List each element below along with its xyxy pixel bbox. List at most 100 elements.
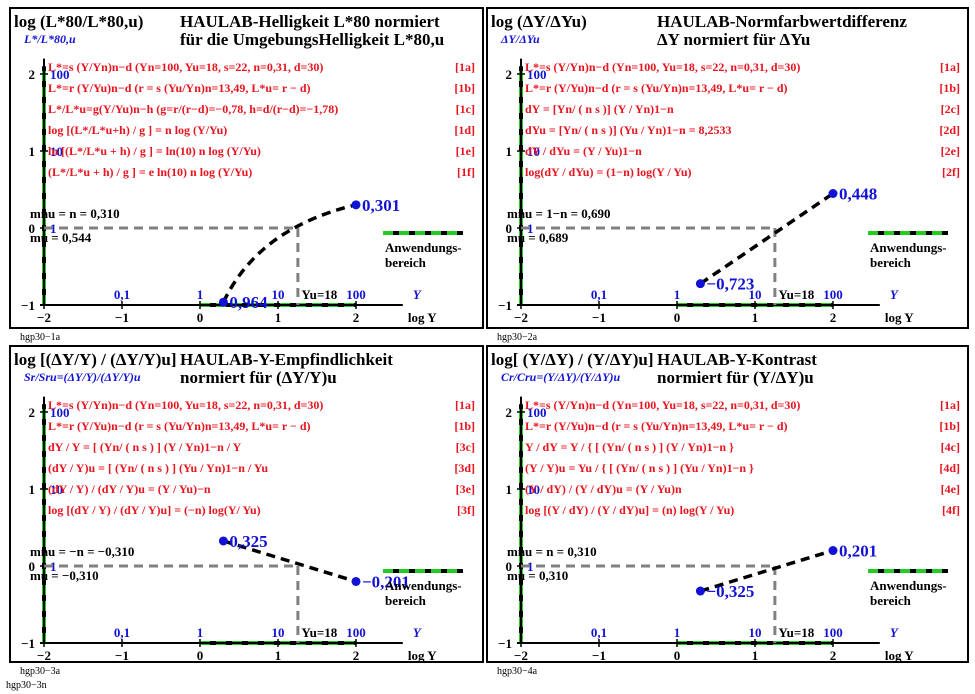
y-axis-subtitle: ΔY/ΔYu	[500, 32, 540, 46]
curve-start-label: −0,325	[706, 582, 754, 601]
figure-code: hgp30−3n	[6, 680, 47, 691]
x-lin-tick-label: 10	[749, 287, 762, 302]
slope-mnu: mnu = n = 0,310	[30, 206, 120, 221]
curve-start-label: 0,325	[229, 532, 267, 551]
range-label-2: bereich	[870, 593, 912, 608]
y-axis-subtitle: L*/L*80,u	[23, 32, 76, 46]
slope-mnu: mnu = −n = −0,310	[30, 544, 134, 559]
x-tick-label: 2	[830, 648, 837, 663]
formula-tag-4: [4d]	[939, 461, 960, 475]
panel-title-2: ΔY normiert für ΔYu	[657, 30, 810, 49]
formula-6: log(dY / dYu) = (1−n) log(Y / Yu)	[525, 165, 691, 179]
slope-mu: mu = 0,689	[507, 230, 569, 245]
x-lin-axis-label: Y	[890, 287, 899, 302]
formula-1: L*=s (Y/Yn)n−d (Yn=100, Yu=18, s=22, n=0…	[48, 398, 323, 412]
formula-tag-2: [1b]	[454, 81, 475, 95]
x-lin-tick-label: 100	[823, 287, 843, 302]
x-tick-label: 1	[752, 648, 759, 663]
slope-mu: mu = −0,310	[30, 568, 99, 583]
x-lin-tick-label: 1	[197, 625, 204, 640]
x-tick-label: 0	[197, 310, 204, 325]
curve-end-point	[351, 576, 361, 586]
formula-4: (Y / Y)u = Yu / { [ (Yn/ ( n s ) ] (Yu /…	[525, 461, 754, 475]
x-lin-axis-label: Y	[413, 625, 422, 640]
formula-tag-6: [1f]	[457, 165, 475, 179]
curve-start-label: 0,964	[229, 293, 268, 312]
panel-code: hgp30−1a	[20, 332, 61, 343]
data-curve	[699, 548, 834, 593]
formula-tag-2: [1b]	[454, 419, 475, 433]
formula-3: Y / dY = Y / { [ (Yn/ ( n s ) ] (Y / Yn)…	[525, 440, 734, 454]
y-lin-tick-label: 10	[527, 144, 540, 159]
y-tick-label: 2	[506, 405, 513, 420]
formula-1: L*=s (Y/Yn)n−d (Yn=100, Yu=18, s=22, n=0…	[48, 60, 323, 74]
x-axis-label: log Y	[408, 648, 437, 663]
curve-end-label: −0,201	[362, 572, 410, 591]
x-tick-label: 0	[674, 310, 681, 325]
panel-title-1: HAULAB-Normfarbwertdifferenz	[657, 12, 907, 31]
curve-start-point	[695, 279, 705, 289]
y-tick-label: 1	[506, 482, 513, 497]
y-tick-label: 0	[29, 221, 36, 236]
curve-end-point	[828, 189, 838, 199]
curve-end-point	[828, 546, 838, 556]
x-lin-tick-label: 10	[749, 625, 762, 640]
range-label-1: Anwendungs-	[385, 578, 462, 593]
range-label-2: bereich	[385, 255, 427, 270]
panel-frame	[486, 7, 969, 329]
x-tick-label: 2	[353, 648, 360, 663]
x-lin-tick-label: 1	[197, 287, 204, 302]
curve-start-point	[218, 297, 228, 307]
x-lin-tick-label: 100	[346, 287, 366, 302]
x-axis-label: log Y	[885, 648, 914, 663]
y-lin-tick-label: 100	[527, 67, 547, 82]
x-lin-tick-label: 100	[346, 625, 366, 640]
yu-label: Yu=18	[301, 287, 337, 302]
x-lin-tick-label: 10	[272, 287, 285, 302]
curve-start-point	[695, 586, 705, 596]
x-tick-label: 1	[752, 310, 759, 325]
x-lin-tick-label: 0,1	[114, 625, 130, 640]
x-lin-tick-label: 10	[272, 625, 285, 640]
y-lin-tick-label: 10	[50, 144, 63, 159]
x-tick-label: 2	[353, 310, 360, 325]
y-tick-label: 0	[506, 559, 513, 574]
x-tick-label: −1	[115, 310, 129, 325]
data-curve	[699, 192, 834, 286]
x-tick-label: −2	[514, 648, 528, 663]
y-tick-label: 0	[506, 221, 513, 236]
formula-tag-2: [1b]	[939, 419, 960, 433]
formula-3: dY = [Yn/ ( n s )] (Y / Yn)1−n	[525, 102, 674, 116]
x-lin-tick-label: 0,1	[591, 287, 607, 302]
y-axis-title: log (ΔY/ΔYu)	[491, 12, 587, 31]
yu-label: Yu=18	[778, 625, 814, 640]
formula-2: L*=r (Y/Yu)n−d (r = s (Yu/Yn)n=13,49, L*…	[525, 419, 788, 433]
formula-5: dY / dYu = (Y / Yu)1−n	[525, 144, 642, 158]
formula-tag-3: [1c]	[456, 102, 475, 116]
panel-title-2: normiert für (Y/ΔY)u	[657, 368, 814, 387]
formula-3: L*/L*u=g(Y/Yu)n−h (g=r/(r−d)=−0,78, h=d/…	[48, 102, 338, 116]
curve-end-label: 0,201	[839, 542, 877, 561]
formula-tag-4: [3d]	[454, 461, 475, 475]
formula-4: log [(L*/L*u+h) / g ] = n log (Y/Yu)	[48, 123, 227, 137]
formula-5: (dY / Y) / (dY / Y)u = (Y / Yu)−n	[48, 482, 211, 496]
y-lin-tick-label: 100	[527, 405, 547, 420]
y-lin-tick-label: 1	[527, 221, 534, 236]
formula-tag-4: [2d]	[939, 123, 960, 137]
y-tick-label: −1	[498, 298, 512, 313]
panel-frame	[9, 7, 484, 329]
y-tick-label: 2	[29, 405, 36, 420]
x-tick-label: −2	[514, 310, 528, 325]
formula-tag-5: [4e]	[941, 482, 960, 496]
x-lin-tick-label: 0,1	[591, 625, 607, 640]
x-tick-label: −1	[592, 310, 606, 325]
formula-tag-1: [1a]	[455, 398, 475, 412]
y-tick-label: −1	[498, 636, 512, 651]
y-axis-title: log (L*80/L*80,u)	[14, 12, 143, 31]
x-tick-label: 1	[275, 310, 282, 325]
formula-1: L*=s (Y/Yn)n−d (Yn=100, Yu=18, s=22, n=0…	[525, 398, 800, 412]
x-axis-label: log Y	[408, 310, 437, 325]
